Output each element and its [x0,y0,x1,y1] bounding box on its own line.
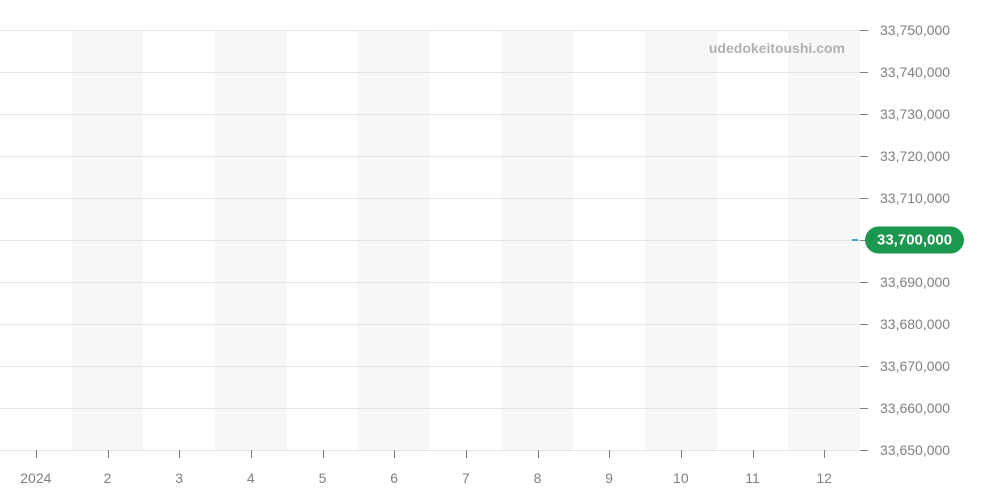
gridline [0,30,860,31]
price-chart: udedokeitoushi.com 33,650,000 33,660,000 3… [0,0,1000,500]
gridline [0,408,860,409]
y-axis-label: 33,670,000 [880,358,950,374]
y-tick [860,324,868,325]
x-axis-label: 9 [605,470,613,486]
x-axis-label: 7 [462,470,470,486]
x-axis-label: 3 [175,470,183,486]
y-tick [860,156,868,157]
y-tick [860,408,868,409]
y-tick [860,450,868,451]
x-axis-label: 2024 [20,470,51,486]
y-tick [860,366,868,367]
x-axis-label: 6 [390,470,398,486]
y-axis-label: 33,750,000 [880,22,950,38]
x-axis-label: 12 [816,470,832,486]
data-marker [852,239,858,241]
y-axis-label: 33,650,000 [880,442,950,458]
x-axis-label: 2 [104,470,112,486]
y-axis-label: 33,660,000 [880,400,950,416]
x-axis: 2024 2 3 4 5 6 7 8 9 10 11 12 [0,450,860,500]
x-axis-label: 5 [319,470,327,486]
y-tick [860,30,868,31]
x-axis-label: 10 [673,470,689,486]
gridline [0,156,860,157]
y-axis-label: 33,740,000 [880,64,950,80]
gridline [0,324,860,325]
gridline [0,72,860,73]
y-tick [860,114,868,115]
gridline [0,198,860,199]
y-axis-label: 33,690,000 [880,274,950,290]
current-value-badge: 33,700,000 [865,227,964,254]
x-axis-label: 8 [534,470,542,486]
x-axis-label: 11 [745,470,760,486]
gridline [0,114,860,115]
gridline [0,366,860,367]
y-tick [860,282,868,283]
y-axis-label: 33,730,000 [880,106,950,122]
gridline [0,282,860,283]
watermark: udedokeitoushi.com [709,40,845,56]
y-axis-label: 33,710,000 [880,190,950,206]
y-tick [860,72,868,73]
gridline [0,240,860,241]
y-axis-label: 33,720,000 [880,148,950,164]
y-axis-label: 33,680,000 [880,316,950,332]
plot-area: udedokeitoushi.com [0,30,860,450]
y-tick [860,198,868,199]
x-axis-label: 4 [247,470,255,486]
